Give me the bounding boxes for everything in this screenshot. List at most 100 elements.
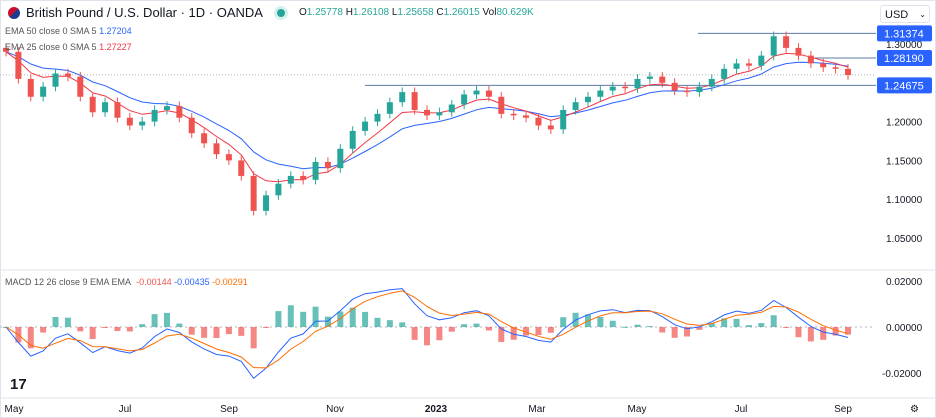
candle-body: [201, 133, 208, 144]
candle-body: [448, 104, 455, 113]
price-tick-label: 1.05000: [886, 234, 923, 245]
macd-histogram-bar: [510, 327, 517, 340]
candle-body: [523, 115, 530, 118]
candle-body: [287, 175, 294, 184]
tradingview-logo: 17: [10, 376, 27, 393]
candle-body: [820, 63, 827, 68]
macd-tick-label: 0.00000: [886, 323, 923, 334]
ema25-legend[interactable]: EMA 25 close 0 SMA 5 1.27227: [5, 42, 132, 52]
candle-body: [163, 106, 170, 110]
candle-body: [634, 78, 641, 89]
time-tick-label: Mar: [528, 404, 546, 415]
candle-body: [783, 36, 790, 48]
macd-histogram-bar: [498, 327, 505, 342]
macd-histogram-bar: [238, 327, 245, 336]
macd-histogram-bar: [263, 327, 270, 328]
candle-body: [708, 78, 715, 87]
candle-body: [745, 63, 752, 66]
macd-histogram-bar: [721, 318, 728, 327]
macd-tick-label: -0.02000: [882, 369, 922, 380]
candle-body: [374, 113, 381, 122]
chevron-down-icon: ⌄: [919, 10, 926, 19]
macd-histogram-bar: [733, 318, 740, 327]
macd-histogram-bar: [386, 320, 393, 327]
macd-histogram-bar: [708, 323, 715, 327]
macd-histogram-bar: [411, 327, 418, 340]
candle-body: [188, 117, 195, 134]
macd-histogram-bar: [807, 327, 814, 342]
candle-body: [213, 143, 220, 155]
ema50-legend[interactable]: EMA 50 close 0 SMA 5 1.27204: [5, 26, 132, 36]
price-tick-label: 1.30000: [886, 40, 923, 51]
price-level-badge: [877, 50, 932, 67]
ohlc-readout: O1.25778 H1.26108 L1.25658 C1.26015 Vol8…: [298, 7, 534, 18]
candle-body: [659, 76, 666, 83]
macd-histogram-bar: [597, 317, 604, 327]
candle-body: [324, 161, 331, 169]
candle-body: [424, 109, 430, 116]
candle-body: [27, 78, 34, 97]
macd-histogram-bar: [64, 317, 71, 327]
macd-histogram-bar: [448, 327, 455, 332]
macd-histogram-bar: [832, 327, 839, 336]
candle-body: [436, 112, 443, 116]
macd-histogram-bar: [27, 327, 34, 349]
macd-histogram-bar: [609, 320, 616, 327]
macd-histogram-bar: [820, 327, 827, 340]
macd-histogram-bar: [225, 327, 232, 335]
macd-histogram-bar: [770, 315, 777, 327]
candle-body: [498, 96, 505, 114]
candle-body: [300, 175, 307, 180]
time-tick-label: May: [628, 404, 647, 415]
symbol-header: British Pound / U.S. Dollar · 1D · OANDA…: [8, 5, 534, 20]
macd-histogram-bar: [201, 327, 208, 338]
price-level-badge-label: 1.31374: [884, 28, 924, 40]
candle-body: [807, 55, 814, 64]
candle-body: [102, 102, 109, 113]
macd-histogram-bar: [52, 316, 59, 327]
macd-legend[interactable]: MACD 12 26 close 9 EMA EMA -0.00144 -0.0…: [5, 277, 248, 287]
macd-histogram-bar: [163, 312, 170, 327]
ema50-line: [5, 51, 849, 170]
macd-line: [5, 288, 849, 380]
candle-body: [3, 47, 9, 52]
candle-body: [64, 73, 71, 77]
candle-body: [151, 109, 158, 122]
time-tick-label: Jul: [119, 404, 132, 415]
candle-body: [597, 90, 604, 97]
macd-histogram-bar: [213, 327, 220, 338]
market-status-icon: [276, 8, 285, 17]
candle-body: [646, 76, 653, 79]
macd-histogram-bar: [300, 311, 307, 327]
macd-histogram-bar: [622, 326, 629, 328]
currency-select[interactable]: USD ⌄: [880, 5, 930, 23]
time-tick-label: Sep: [834, 404, 852, 415]
candle-body: [40, 86, 47, 97]
macd-histogram-bar: [250, 327, 257, 349]
candle-body: [312, 161, 319, 180]
macd-histogram-bar: [646, 326, 653, 328]
candle-body: [609, 86, 616, 91]
candle-body: [386, 102, 393, 114]
macd-histogram-bar: [523, 327, 530, 336]
macd-histogram-bar: [188, 327, 195, 335]
macd-histogram-bar: [40, 327, 47, 333]
macd-histogram-bar: [399, 322, 406, 327]
candle-body: [845, 68, 851, 76]
symbol-title[interactable]: British Pound / U.S. Dollar · 1D · OANDA: [26, 5, 263, 20]
candle-body: [126, 117, 133, 126]
signal-line: [5, 290, 849, 369]
macd-histogram-bar: [535, 327, 542, 336]
candle-body: [411, 92, 418, 110]
settings-icon[interactable]: ⚙: [910, 404, 919, 415]
candle-body: [337, 148, 344, 169]
macd-histogram-bar: [374, 317, 381, 327]
price-level-badge-label: 1.28190: [884, 53, 924, 65]
macd-histogram-bar: [139, 324, 146, 327]
macd-histogram-bar: [696, 327, 703, 330]
candle-body: [721, 68, 728, 79]
candle-body: [696, 86, 703, 93]
candle-body: [547, 125, 554, 130]
macd-histogram-bar: [362, 311, 369, 327]
